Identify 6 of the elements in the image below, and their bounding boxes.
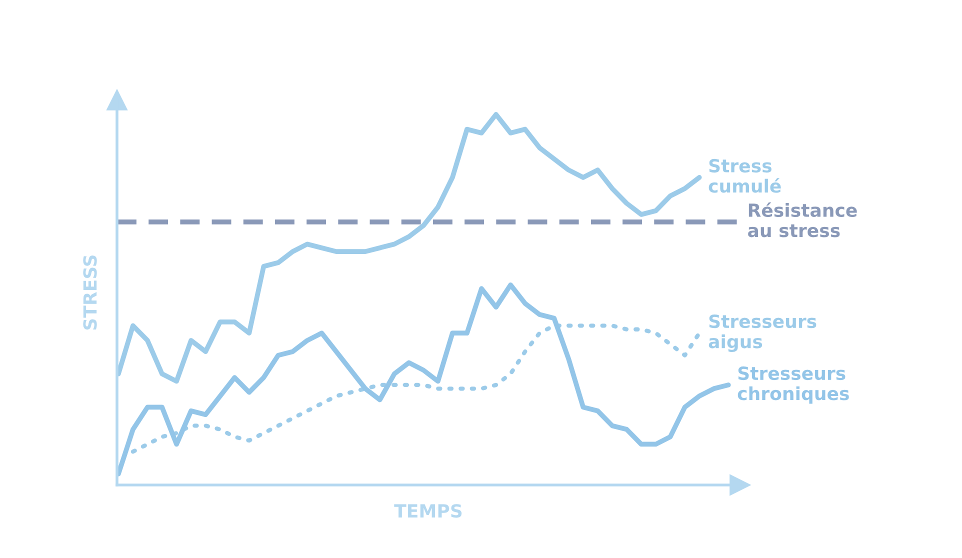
ref-line-label: Résistance au stress bbox=[748, 202, 857, 238]
y-axis-title: STRESS bbox=[83, 255, 97, 330]
x-axis-title: TEMPS bbox=[394, 504, 462, 518]
series-label: Stress cumulé bbox=[708, 158, 781, 193]
series-label: Stresseurs aigus bbox=[708, 314, 816, 352]
series-label: Stresseurs chroniques bbox=[738, 366, 849, 404]
